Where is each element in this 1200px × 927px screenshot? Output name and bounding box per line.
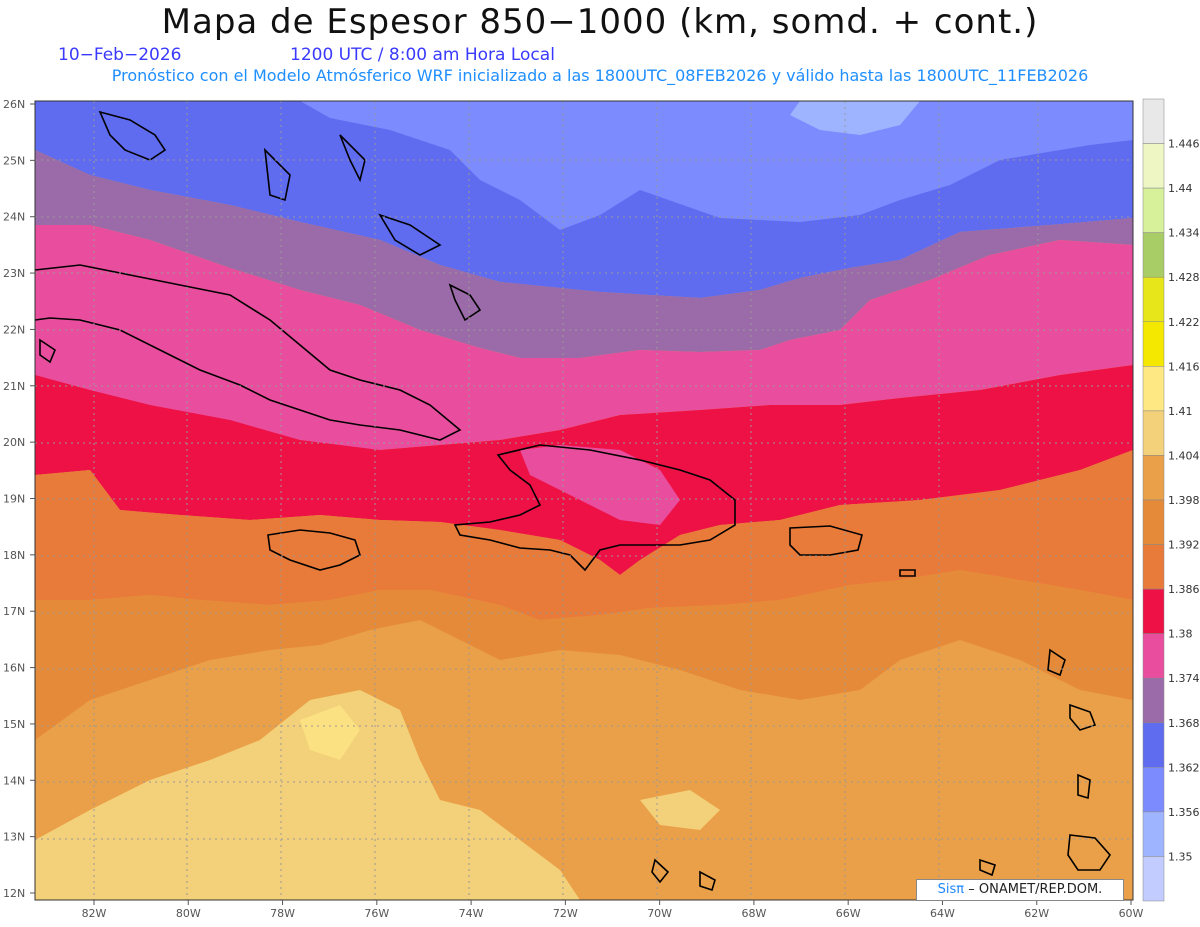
legend-swatch — [1142, 499, 1165, 545]
legend-swatch — [1142, 722, 1165, 768]
legend-swatch — [1142, 143, 1165, 189]
lon-label: 62W — [1024, 907, 1049, 920]
thickness-field-1410 — [300, 705, 360, 760]
lon-label: 64W — [930, 907, 955, 920]
lon-label: 80W — [176, 907, 201, 920]
legend-label: 1.446 — [1168, 138, 1200, 151]
credit-badge: Sisπ – ONAMET/REP.DOM. — [916, 879, 1124, 901]
lon-label: 74W — [459, 907, 484, 920]
legend-swatch — [1142, 856, 1165, 902]
lat-label: 12N — [3, 887, 25, 900]
lat-label: 18N — [3, 549, 25, 562]
credit-text: – ONAMET/REP.DOM. — [968, 882, 1103, 897]
credit-brand: Sisπ — [937, 882, 965, 897]
lat-label: 22N — [3, 323, 25, 336]
lon-label: 60W — [1119, 907, 1144, 920]
legend-swatch — [1142, 366, 1165, 412]
legend-label: 1.41 — [1168, 405, 1193, 418]
model-description: Pronóstico con el Modelo Atmósferico WRF… — [111, 66, 1089, 85]
thickness-field-1356 — [300, 101, 1133, 230]
legend-swatch — [1142, 767, 1165, 813]
legend-swatch — [1142, 677, 1165, 724]
lon-label: 68W — [741, 907, 766, 920]
legend-swatch — [1142, 588, 1165, 634]
legend-label: 1.428 — [1168, 271, 1200, 284]
thickness-field-1374-hispaniola — [520, 445, 680, 525]
lon-label: 66W — [836, 907, 861, 920]
forecast-date: 10−Feb−2026 — [58, 45, 182, 65]
legend-swatch — [1142, 98, 1165, 144]
lon-label: 70W — [647, 907, 672, 920]
legend-swatch — [1142, 455, 1165, 501]
legend-label: 1.398 — [1168, 494, 1200, 507]
thickness-field-1404 — [35, 690, 580, 900]
legend-label: 1.374 — [1168, 672, 1200, 685]
lat-label: 16N — [3, 662, 25, 675]
thickness-field-1386 — [35, 450, 1133, 620]
map-frame — [34, 100, 1134, 901]
lon-label: 82W — [82, 907, 107, 920]
thickness-field-1368 — [35, 150, 1133, 358]
legend-swatch — [1142, 633, 1165, 679]
lat-label: 25N — [3, 154, 25, 167]
map-title: Mapa de Espesor 850−1000 (km, somd. + co… — [161, 2, 1039, 42]
colorbar-legend: 1.446 1.44 1.434 1.428 1.422 1.416 1.41 1.404 1.… — [1142, 98, 1200, 902]
legend-label: 1.416 — [1168, 360, 1200, 373]
valid-time: 1200 UTC / 8:00 am Hora Local — [290, 45, 555, 65]
legend-swatch — [1142, 321, 1165, 367]
lat-label: 24N — [3, 211, 25, 224]
legend-label: 1.44 — [1168, 182, 1193, 195]
lat-label: 14N — [3, 774, 25, 787]
legend-swatch — [1142, 232, 1165, 278]
latitude-labels: 26N 25N 24N 23N 22N 21N 20N 19N 18N 17N 16N 15N 14N 1… — [3, 98, 35, 900]
lat-label: 15N — [3, 718, 25, 731]
legend-swatch — [1142, 276, 1165, 323]
lat-label: 17N — [3, 605, 25, 618]
coastlines — [35, 110, 1112, 900]
legend-label: 1.38 — [1168, 628, 1193, 641]
lat-label: 26N — [3, 98, 25, 111]
lat-label: 23N — [3, 267, 25, 280]
thickness-field-1404-islands — [640, 790, 720, 830]
legend-label: 1.386 — [1168, 583, 1200, 596]
legend-label: 1.434 — [1168, 227, 1200, 240]
thickness-field-1350 — [790, 101, 920, 135]
lat-label: 13N — [3, 831, 25, 844]
legend-label: 1.362 — [1168, 761, 1200, 774]
thickness-field-1374 — [35, 225, 1133, 462]
legend-swatch — [1142, 544, 1165, 590]
legend-swatch — [1142, 410, 1165, 456]
lat-label: 21N — [3, 380, 25, 393]
legend-label: 1.368 — [1168, 717, 1200, 730]
legend-label: 1.35 — [1168, 850, 1193, 863]
legend-label: 1.422 — [1168, 316, 1200, 329]
longitude-labels: 82W 80W 78W 76W 74W 72W 70W 68W 66W 64W 62W 60W — [82, 900, 1144, 920]
legend-swatch — [1142, 187, 1165, 233]
legend-label: 1.404 — [1168, 449, 1200, 462]
legend-label: 1.392 — [1168, 539, 1200, 552]
lat-label: 20N — [3, 436, 25, 449]
lon-label: 72W — [553, 907, 578, 920]
lat-label: 19N — [3, 493, 25, 506]
lon-label: 78W — [270, 907, 295, 920]
legend-label: 1.356 — [1168, 806, 1200, 819]
graticule — [35, 101, 1133, 900]
lon-label: 76W — [364, 907, 389, 920]
map-area — [35, 101, 1133, 900]
legend-swatch — [1142, 811, 1165, 857]
